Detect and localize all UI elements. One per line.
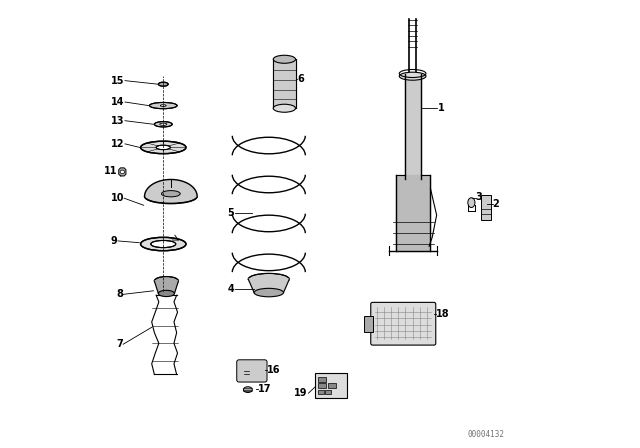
Ellipse shape [161, 190, 180, 197]
Text: 6: 6 [298, 74, 305, 84]
Ellipse shape [160, 123, 167, 125]
Ellipse shape [243, 387, 252, 392]
Text: 2: 2 [493, 199, 499, 209]
Bar [315, 373, 347, 398]
Text: 13: 13 [111, 116, 124, 126]
Ellipse shape [151, 241, 176, 248]
Polygon shape [273, 59, 296, 108]
Ellipse shape [154, 121, 172, 127]
Text: 4: 4 [227, 284, 234, 293]
Ellipse shape [468, 198, 475, 207]
Text: 19: 19 [294, 388, 308, 398]
Text: 11: 11 [104, 167, 118, 177]
Bar [318, 390, 324, 394]
Text: 7: 7 [116, 339, 123, 349]
Ellipse shape [120, 170, 125, 174]
Bar [318, 383, 326, 388]
Text: 12: 12 [111, 139, 124, 149]
Bar [325, 390, 331, 394]
Text: 15: 15 [111, 76, 124, 86]
Ellipse shape [154, 276, 179, 285]
Polygon shape [145, 180, 197, 196]
Text: 14: 14 [111, 97, 124, 107]
Text: 17: 17 [258, 384, 271, 394]
Polygon shape [248, 279, 289, 293]
Bar [318, 377, 326, 382]
Ellipse shape [156, 145, 170, 150]
Polygon shape [154, 281, 179, 293]
FancyBboxPatch shape [237, 360, 267, 382]
Ellipse shape [158, 290, 175, 297]
Ellipse shape [399, 72, 426, 80]
Ellipse shape [145, 189, 197, 203]
Ellipse shape [141, 237, 186, 251]
Polygon shape [119, 168, 126, 176]
Text: 1: 1 [438, 103, 444, 113]
Ellipse shape [248, 273, 289, 285]
Text: 18: 18 [436, 309, 449, 319]
Ellipse shape [161, 105, 166, 107]
Text: 3: 3 [476, 192, 483, 202]
Ellipse shape [150, 103, 177, 109]
Bar [481, 195, 491, 220]
Ellipse shape [273, 55, 296, 63]
Ellipse shape [273, 104, 296, 112]
Text: 10: 10 [111, 193, 124, 203]
Bar [364, 316, 373, 332]
Ellipse shape [254, 289, 284, 297]
Text: 16: 16 [267, 365, 280, 375]
Bar [328, 383, 336, 388]
FancyBboxPatch shape [371, 302, 436, 345]
Ellipse shape [158, 82, 168, 86]
Text: 8: 8 [116, 289, 123, 299]
Text: 00004132: 00004132 [467, 430, 504, 439]
Ellipse shape [141, 141, 186, 154]
Text: 5: 5 [227, 208, 234, 218]
Text: 9: 9 [111, 236, 118, 246]
